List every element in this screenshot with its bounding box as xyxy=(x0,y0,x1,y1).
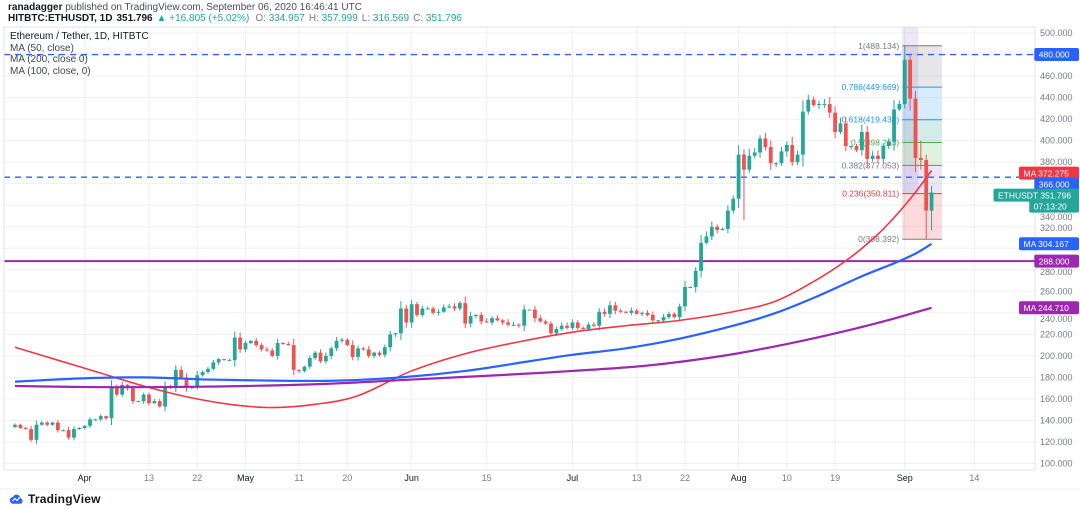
publish-meta: published on TradingView.com, September … xyxy=(62,2,362,13)
price-axis-badge-label: 288.000 xyxy=(1039,256,1070,266)
price-tick-label: 440.000 xyxy=(1040,93,1073,103)
time-tick-19: 19 xyxy=(830,473,840,483)
price-axis-badge-label: 480.000 xyxy=(1039,50,1070,60)
price-tick-label: 500.000 xyxy=(1040,28,1073,38)
price-tick-label: 120.000 xyxy=(1040,437,1073,447)
price-tick-label: 220.000 xyxy=(1040,329,1073,339)
price-tick-label: 320.000 xyxy=(1040,223,1073,233)
footer-brand[interactable]: TradingView xyxy=(8,492,101,506)
price-axis-badge-label: 07:13:20 xyxy=(1034,201,1067,211)
price-axis-badge[interactable] xyxy=(1034,254,1079,268)
price-tick-label: 140.000 xyxy=(1040,415,1073,425)
fib-label-0.236: 0.236(350.811) xyxy=(842,189,899,199)
fib-retracement[interactable]: 1(488.134) 0.786(449.669) 0.618(419.438) 0.… xyxy=(842,27,942,244)
price-tick-label: 240.000 xyxy=(1040,314,1073,324)
price-tick-label: 400.000 xyxy=(1040,136,1073,146)
legend-ma50[interactable]: MA (50, close) xyxy=(10,42,74,54)
tradingview-logo-icon xyxy=(9,494,23,504)
high-value: 357.999 xyxy=(321,13,358,24)
time-axis[interactable]: Apr 13 22 May 11 20 Jun 15 Jul 13 22 Aug 10 19 Sep 14 xyxy=(78,473,980,483)
price-change: ▲ +16.805 (+5.02%) xyxy=(156,13,250,24)
price-axis-badge-label: ETHUSDT 351.796 xyxy=(998,190,1071,200)
fib-band xyxy=(902,87,942,120)
ma-line-ma-200 xyxy=(14,306,932,389)
price-axis-badge[interactable] xyxy=(1019,237,1079,251)
price-axis-badge-label: MA 304.167 xyxy=(1024,239,1070,249)
high-label: H: xyxy=(308,13,319,24)
price-tick-label: 420.000 xyxy=(1040,114,1073,124)
price-tick-label: 280.000 xyxy=(1040,267,1073,277)
time-tick-jul: Jul xyxy=(567,473,579,483)
time-tick-11: 11 xyxy=(294,473,303,483)
price-axis-badge-label: 366.000 xyxy=(1039,179,1070,189)
fib-label-0.382: 0.382(377.053) xyxy=(842,160,900,170)
price-tick-label: 460.000 xyxy=(1040,71,1073,81)
price-axis-badge[interactable] xyxy=(1034,177,1079,191)
price-axis-badge[interactable] xyxy=(1019,301,1079,315)
price-tick-label: 160.000 xyxy=(1040,394,1073,404)
time-tick-jun: Jun xyxy=(404,473,419,483)
price-tick-label: 180.000 xyxy=(1040,372,1073,382)
price-tick-label: 200.000 xyxy=(1040,351,1073,361)
fib-band xyxy=(902,45,942,88)
legend-ma100[interactable]: MA (100, close, 0) xyxy=(10,65,91,77)
legend-ma200[interactable]: MA (200, close 0) xyxy=(10,54,88,65)
fib-label-0.5: 0.5(398.263) xyxy=(851,137,899,147)
time-tick-15: 15 xyxy=(482,473,492,483)
chart-legend: Ethereum / Tether, 1D, HITBTC MA (50, cl… xyxy=(10,31,149,77)
legend-symbol-title[interactable]: Ethereum / Tether, 1D, HITBTC xyxy=(10,31,149,42)
fib-label-1: 1(488.134) xyxy=(858,41,899,51)
close-label: C: xyxy=(413,13,424,24)
price-tick-label: 340.000 xyxy=(1040,212,1073,222)
time-tick-20: 20 xyxy=(342,473,352,483)
publish-info-line: ranadagger published on TradingView.com,… xyxy=(8,2,464,13)
ma-line-ma-50 xyxy=(14,169,933,409)
fib-band xyxy=(902,142,942,166)
time-tick-22: 22 xyxy=(192,473,202,483)
close-value: 351.796 xyxy=(425,13,462,24)
time-tick-13: 13 xyxy=(144,473,154,483)
symbol-name[interactable]: HITBTC:ETHUSDT, 1D xyxy=(8,13,113,24)
price-axis-badge[interactable] xyxy=(1029,199,1079,213)
publish-header: ranadagger published on TradingView.com,… xyxy=(8,2,464,24)
price-axis-badge[interactable] xyxy=(993,188,1080,202)
fib-band xyxy=(902,119,942,143)
price-axis-badge[interactable] xyxy=(1034,48,1079,62)
price-tick-label: 100.000 xyxy=(1040,459,1073,469)
fib-band xyxy=(902,165,942,194)
author-name[interactable]: ranadagger xyxy=(8,2,63,13)
open-value: 334.957 xyxy=(268,13,305,24)
time-tick-22: 22 xyxy=(680,473,690,483)
price-axis-badge-label: MA 372.275 xyxy=(1024,168,1070,178)
time-tick-aug: Aug xyxy=(731,473,747,483)
ma-lines xyxy=(14,169,933,409)
horizontal-lines[interactable] xyxy=(4,53,1035,263)
price-tick-label: 260.000 xyxy=(1040,286,1073,296)
time-tick-sep: Sep xyxy=(897,473,913,483)
last-price: 351.796 xyxy=(116,13,153,24)
time-tick-10: 10 xyxy=(782,473,792,483)
low-value: 316.569 xyxy=(372,13,410,24)
time-tick-14: 14 xyxy=(969,473,979,483)
low-label: L: xyxy=(361,13,371,24)
fib-label-0: 0(308.392) xyxy=(858,234,899,244)
open-label: O: xyxy=(255,13,266,24)
price-axis-badge-label: MA 244.710 xyxy=(1024,303,1070,313)
symbol-ohlc-line: HITBTC:ETHUSDT, 1D 351.796 ▲ +16.805 (+5.0… xyxy=(8,13,464,24)
price-axis-badge[interactable] xyxy=(1019,166,1079,180)
price-axis[interactable]: 500.000 480.000 460.000 440.000 420.000 400.0… xyxy=(993,28,1080,469)
candlestick-series xyxy=(13,45,934,444)
time-tick-13: 13 xyxy=(632,473,642,483)
fib-label-0.618: 0.618(419.438) xyxy=(842,115,900,125)
time-tick-apr: Apr xyxy=(78,473,92,483)
tradingview-wordmark: TradingView xyxy=(28,492,101,506)
price-tick-label: 380.000 xyxy=(1040,157,1073,167)
time-tick-may: May xyxy=(237,473,255,483)
fib-label-0.786: 0.786(449.669) xyxy=(842,82,900,92)
ma-line-ma-100 xyxy=(14,242,933,383)
